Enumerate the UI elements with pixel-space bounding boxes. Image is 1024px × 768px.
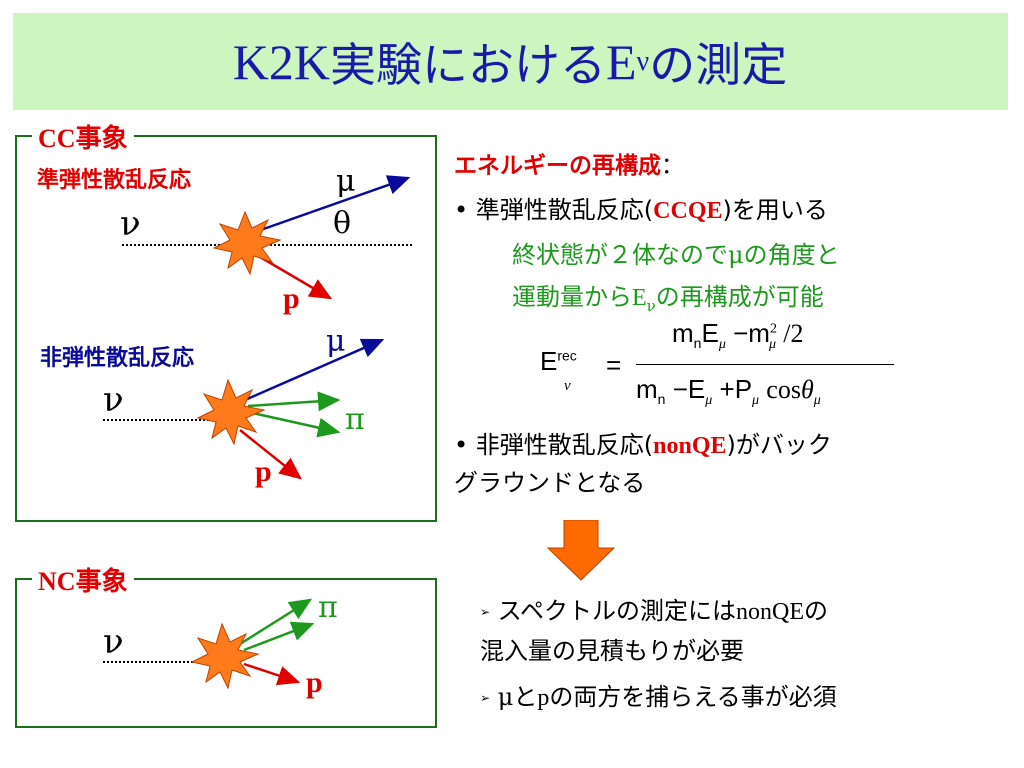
- nc-pi-track-1: [239, 598, 313, 646]
- qe-label: 準弾性散乱反応: [37, 168, 192, 193]
- nc-nu-symbol: ν: [103, 622, 124, 662]
- formula-lhs-sub: ν: [564, 378, 571, 394]
- nonqe-mu-symbol: μ: [326, 324, 346, 359]
- qe-nu-symbol: ν: [120, 204, 141, 244]
- cc-box: [15, 135, 437, 522]
- qe-vertex-star-icon: [212, 210, 282, 276]
- nonqe-pi-track-2: [247, 410, 341, 438]
- nonqe-bullet-line2: グラウンドとなる: [454, 469, 646, 497]
- ccqe-note-line1: 終状態が２体なのでμの角度と: [512, 241, 840, 269]
- nonqe-pi-symbol: π: [345, 402, 365, 437]
- nc-p-symbol: p: [306, 666, 323, 699]
- qe-theta-symbol: θ: [333, 206, 352, 241]
- title-sub: ν: [636, 45, 650, 77]
- nonqe-p-symbol: p: [255, 455, 272, 488]
- formula-equals: =: [606, 350, 622, 380]
- nc-diagram: [103, 598, 315, 690]
- title-prefix: K2K: [232, 33, 330, 90]
- nonqe-pi-track-1: [247, 391, 341, 412]
- qe-p-track: [254, 252, 333, 300]
- ccqe-bullet: • 準弾性散乱反応(CCQE)を用いる: [454, 196, 828, 224]
- nonqe-label: 非弾性散乱反応: [40, 346, 195, 371]
- nc-legend: NC事象: [32, 561, 134, 598]
- conclusion-item-1: ➢ スペクトルの測定にはnonQEの: [480, 597, 829, 625]
- nonqe-nu-symbol: ν: [103, 380, 124, 420]
- qe-mu-track: [254, 175, 411, 234]
- nc-p-track: [243, 662, 301, 686]
- energy-formula: Erec ν = mnEμ −m2μ /2 mn −Eμ +Pμ cosθμ: [540, 318, 900, 418]
- down-arrow-icon: [546, 520, 616, 581]
- formula-denominator: mn −Eμ +Pμ cosθμ: [636, 374, 821, 409]
- nonqe-vertex-star-icon: [196, 378, 266, 446]
- conclusion-item-2: ➢ μとpの両方を捕らえる事が必須: [480, 683, 837, 711]
- reconstruction-heading: エネルギーの再構成：: [454, 153, 684, 179]
- cc-legend: CC事象: [32, 118, 134, 155]
- qe-mu-symbol: μ: [336, 164, 356, 199]
- formula-fraction-bar: [636, 364, 894, 365]
- title-var: E: [606, 33, 637, 90]
- title-middle: 実験における: [330, 37, 606, 92]
- cc-diagram: [103, 175, 413, 480]
- nonqe-bullet: • 非弾性散乱反応(nonQE)がバック: [454, 431, 832, 459]
- nc-pi-symbol: π: [318, 590, 338, 625]
- formula-numerator: mnEμ −m2μ /2: [672, 318, 804, 353]
- nonqe-p-track: [239, 429, 302, 480]
- title-bar: [13, 13, 1008, 110]
- ccqe-note-line2: 運動量からEνの再構成が可能: [512, 283, 824, 315]
- nonqe-mu-track: [244, 338, 385, 402]
- title-suffix: の測定: [649, 37, 788, 92]
- nc-pi-track-2: [243, 621, 315, 652]
- nc-vertex-star-icon: [190, 622, 260, 690]
- conclusion-item-1-line2: 混入量の見積もりが必要: [480, 637, 744, 665]
- nc-box: [15, 578, 437, 728]
- qe-p-symbol: p: [283, 282, 300, 315]
- formula-lhs: Erec: [540, 346, 577, 376]
